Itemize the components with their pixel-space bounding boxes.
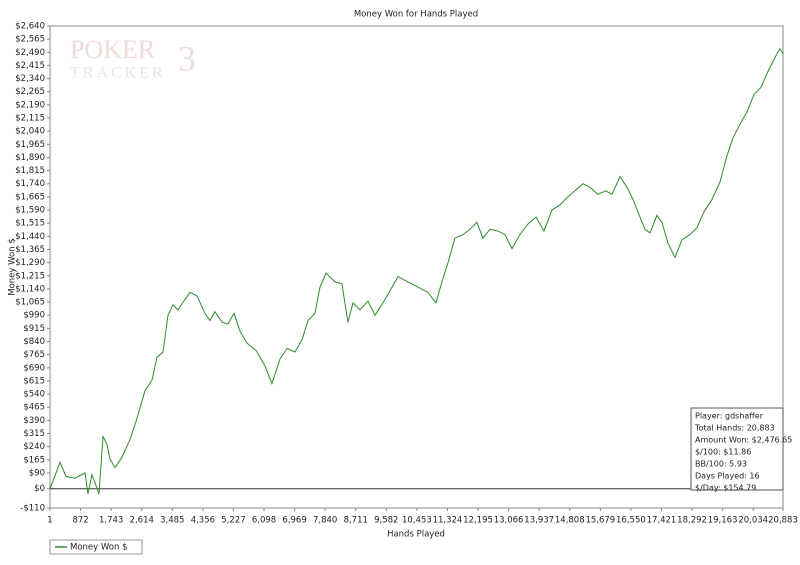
y-tick-label: $840 xyxy=(23,337,45,347)
x-tick-label: 6,098 xyxy=(252,516,276,526)
x-tick-label: 20,883 xyxy=(768,516,798,526)
info-line: $/100: $11.86 xyxy=(695,448,751,457)
x-tick-label: 12,195 xyxy=(463,516,493,526)
y-tick-label: $1,740 xyxy=(15,179,45,189)
x-tick-label: 9,582 xyxy=(374,516,398,526)
y-tick-label: $1,365 xyxy=(15,245,45,255)
y-tick-label: $240 xyxy=(23,442,45,452)
y-tick-label: $1,440 xyxy=(15,232,45,242)
x-tick-label: 6,969 xyxy=(282,516,306,526)
y-tick-label: $1,665 xyxy=(15,192,45,202)
x-tick-label: 16,550 xyxy=(616,516,646,526)
y-tick-label: $165 xyxy=(23,455,45,465)
info-box: Player: gdshaffer Total Hands: 20,883 Amou… xyxy=(690,407,792,493)
y-tick-label: $915 xyxy=(23,324,45,334)
watermark: POKER TRACKER 3 xyxy=(70,35,196,82)
x-tick-label: 11,324 xyxy=(433,516,463,526)
y-tick-label: $1,290 xyxy=(15,258,45,268)
info-line: BB/100: 5.93 xyxy=(695,460,747,469)
y-tick-label: $2,115 xyxy=(15,114,45,124)
y-tick-label: $1,890 xyxy=(15,153,45,163)
y-tick-label: $465 xyxy=(23,403,45,413)
x-tick-label: 1 xyxy=(47,516,52,526)
y-tick-label: $1,590 xyxy=(15,206,45,216)
watermark-text: 3 xyxy=(178,38,196,78)
y-tick-label: $1,965 xyxy=(15,140,45,150)
info-line: Amount Won: $2,476.65 xyxy=(695,436,792,445)
x-tick-label: 14,808 xyxy=(555,516,585,526)
data-line xyxy=(49,47,784,495)
y-tick-label: $90 xyxy=(29,468,45,478)
x-tick-label: 20,034 xyxy=(738,516,768,526)
info-line: $/Day: $154.79 xyxy=(695,484,756,493)
y-tick-label: $2,040 xyxy=(15,127,45,137)
info-line: Player: gdshaffer xyxy=(695,412,764,421)
x-axis-label: Hands Played xyxy=(387,530,445,540)
y-tick-label: $2,190 xyxy=(15,100,45,110)
x-tick-label: 13,937 xyxy=(524,516,554,526)
y-tick-label: $0 xyxy=(34,484,45,494)
y-tick-label: $2,340 xyxy=(15,74,45,84)
y-tick-label: $1,515 xyxy=(15,219,45,229)
y-tick-label: $2,415 xyxy=(15,61,45,71)
y-tick-label: $2,265 xyxy=(15,87,45,97)
watermark-text: POKER xyxy=(70,35,156,64)
y-tick-label: $990 xyxy=(23,311,45,321)
info-line: Total Hands: 20,883 xyxy=(694,424,775,433)
x-tick-label: 15,679 xyxy=(585,516,615,526)
y-tick-label: $1,140 xyxy=(15,284,45,294)
info-line: Days Played: 16 xyxy=(695,472,760,481)
x-tick-label: 8,711 xyxy=(344,516,368,526)
y-axis-label: Money Won $ xyxy=(8,238,18,296)
y-tick-label: $2,565 xyxy=(15,35,45,45)
x-tick-label: 13,066 xyxy=(494,516,524,526)
y-tick-label: $2,490 xyxy=(15,48,45,58)
y-tick-label: $615 xyxy=(23,376,45,386)
legend: Money Won $ xyxy=(49,539,143,555)
y-tick-label: $540 xyxy=(23,390,45,400)
x-tick-label: 17,421 xyxy=(647,516,677,526)
chart-title: Money Won for Hands Played xyxy=(354,10,478,20)
y-tick-label: $1,815 xyxy=(15,166,45,176)
y-tick-label: $315 xyxy=(23,429,45,439)
x-tick-label: 7,840 xyxy=(313,516,337,526)
y-tick-label: $1,065 xyxy=(15,298,45,308)
legend-box xyxy=(49,539,143,555)
y-tick-label: -$110 xyxy=(20,504,45,514)
y-tick-label: $765 xyxy=(23,350,45,360)
legend-label: Money Won $ xyxy=(70,543,128,553)
y-tick-label: $390 xyxy=(23,416,45,426)
x-tick-label: 19,163 xyxy=(708,516,738,526)
watermark-text: TRACKER xyxy=(70,65,166,82)
x-tick-label: 2,614 xyxy=(130,516,154,526)
x-tick-label: 4,356 xyxy=(191,516,215,526)
y-tick-label: $2,640 xyxy=(15,22,45,32)
x-tick-label: 872 xyxy=(72,516,88,526)
x-tick-label: 3,485 xyxy=(160,516,184,526)
x-tick-label: 18,292 xyxy=(677,516,707,526)
x-tick-label: 1,743 xyxy=(99,516,123,526)
y-tick-label: $690 xyxy=(23,363,45,373)
x-tick-label: 5,227 xyxy=(221,516,245,526)
x-tick-label: 10,453 xyxy=(402,516,432,526)
y-tick-label: $1,215 xyxy=(15,271,45,281)
info-box-frame xyxy=(690,407,784,491)
